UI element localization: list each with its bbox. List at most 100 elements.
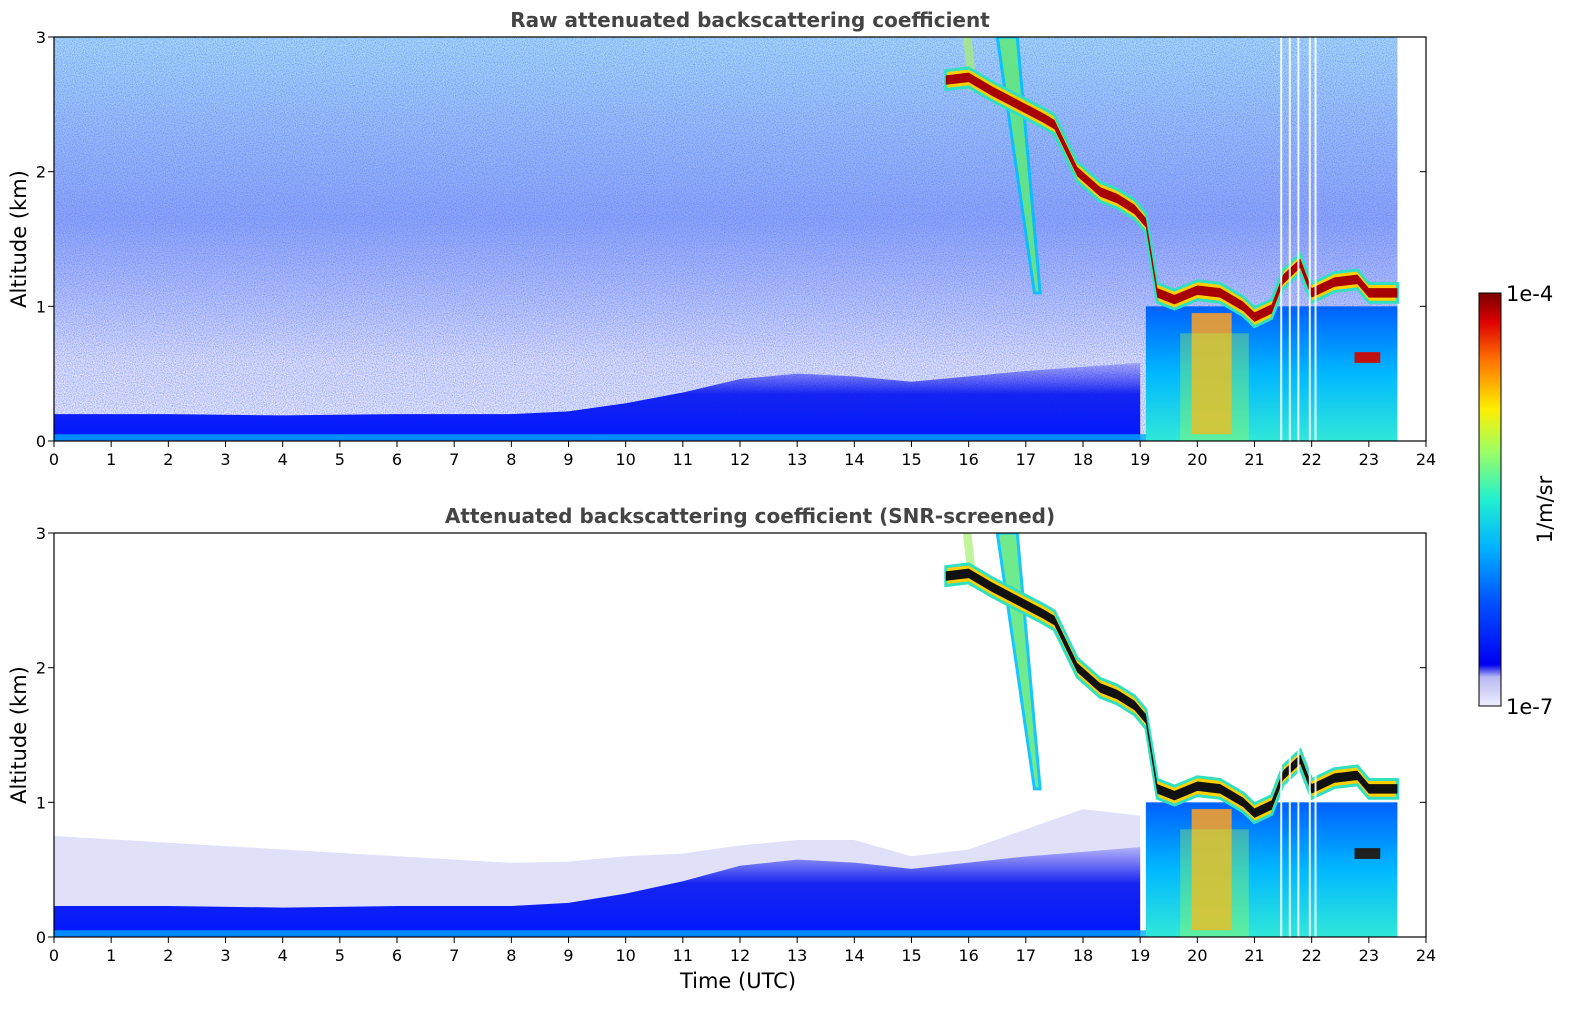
surface-layer [54, 930, 1169, 937]
x-tick-label: 24 [1416, 946, 1436, 965]
x-tick-label: 7 [449, 450, 459, 469]
x-tick-label: 18 [1073, 946, 1093, 965]
x-tick-label: 23 [1359, 450, 1379, 469]
x-tick-label: 6 [392, 450, 402, 469]
precipitation-region [1145, 802, 1398, 937]
precipitation-region [1145, 306, 1398, 441]
elevated-feature [1354, 352, 1381, 363]
precip-fringe [1180, 333, 1249, 441]
virga-streak [995, 533, 1042, 791]
x-tick-label: 5 [335, 946, 345, 965]
data-gap [1308, 533, 1311, 937]
boundary-layer [54, 847, 1141, 937]
screened-y-axis: 0 1 2 3 [36, 524, 1426, 947]
data-gap [1280, 533, 1283, 937]
y-tick-label: 3 [36, 28, 46, 47]
raw-x-axis: 0 1 2 3 4 5 6 7 8 9 10 11 12 13 14 15 16 17 18 19 20 21 22 23 24 [49, 441, 1436, 469]
x-tick-label: 8 [506, 450, 516, 469]
y-tick-label: 1 [36, 297, 46, 316]
colorbar-unit-label: 1/m/sr [1533, 475, 1557, 543]
x-tick-label: 9 [563, 946, 573, 965]
y-tick-label: 0 [36, 432, 46, 451]
data-gap [1280, 37, 1283, 441]
x-tick-label: 12 [730, 946, 750, 965]
x-tick-label: 20 [1187, 946, 1207, 965]
x-tick-label: 11 [673, 946, 693, 965]
y-tick-label: 2 [36, 659, 46, 678]
data-gap [1314, 37, 1317, 441]
y-tick-label: 0 [36, 928, 46, 947]
x-tick-label: 21 [1244, 450, 1264, 469]
x-tick-label: 10 [615, 450, 635, 469]
x-tick-label: 21 [1244, 946, 1264, 965]
precip-core [1191, 313, 1232, 435]
screened-y-axis-label: Altitude (km) [7, 666, 31, 804]
x-tick-label: 2 [163, 450, 173, 469]
colorbar-scale [1478, 292, 1502, 707]
x-tick-label: 23 [1359, 946, 1379, 965]
raw-y-axis-label: Altitude (km) [7, 170, 31, 308]
precip-core [1191, 809, 1232, 931]
x-tick-label: 13 [787, 946, 807, 965]
x-tick-label: 17 [1016, 450, 1036, 469]
data-gap [1288, 37, 1291, 441]
raw-y-axis: 0 1 2 3 [36, 28, 1426, 451]
data-gap [1297, 37, 1300, 441]
surface-layer [54, 434, 1169, 441]
x-tick-label: 10 [615, 946, 635, 965]
time-axis-label: Time (UTC) [679, 969, 796, 993]
x-tick-label: 1 [106, 450, 116, 469]
colorbar-min-label: 1e-7 [1506, 695, 1553, 719]
x-tick-label: 6 [392, 946, 402, 965]
x-tick-label: 7 [449, 946, 459, 965]
x-tick-label: 13 [787, 450, 807, 469]
x-tick-label: 15 [901, 946, 921, 965]
snr-screened-panel: Attenuated backscattering coefficient (S… [7, 504, 1436, 993]
x-tick-label: 9 [563, 450, 573, 469]
screened-x-axis: 0 1 2 3 4 5 6 7 8 9 10 11 12 13 14 15 16 17 18 19 20 21 22 23 24 [49, 937, 1436, 965]
raw-backscatter-panel: Raw attenuated backscattering coefficien… [7, 8, 1436, 469]
screened-backscatter-heatmap [54, 533, 1399, 937]
raw-panel-title: Raw attenuated backscattering coefficien… [510, 8, 990, 32]
x-tick-label: 0 [49, 946, 59, 965]
elevated-feature [1354, 848, 1381, 859]
x-tick-label: 5 [335, 450, 345, 469]
x-tick-label: 22 [1301, 450, 1321, 469]
x-tick-label: 16 [958, 946, 978, 965]
y-tick-label: 1 [36, 793, 46, 812]
cloud-layer-core [945, 568, 1398, 818]
y-tick-label: 2 [36, 163, 46, 182]
x-tick-label: 11 [673, 450, 693, 469]
x-tick-label: 20 [1187, 450, 1207, 469]
data-gap [1314, 533, 1317, 937]
boundary-layer [54, 362, 1141, 441]
x-tick-label: 17 [1016, 946, 1036, 965]
x-tick-label: 18 [1073, 450, 1093, 469]
x-tick-label: 15 [901, 450, 921, 469]
cloud-layer-core [945, 72, 1398, 322]
x-tick-label: 14 [844, 946, 864, 965]
x-tick-label: 2 [163, 946, 173, 965]
x-tick-label: 1 [106, 946, 116, 965]
data-gap [1288, 533, 1291, 937]
x-tick-label: 3 [220, 450, 230, 469]
precip-fringe [1180, 829, 1249, 937]
x-tick-label: 12 [730, 450, 750, 469]
y-tick-label: 3 [36, 524, 46, 543]
x-tick-label: 0 [49, 450, 59, 469]
screened-panel-title: Attenuated backscattering coefficient (S… [445, 504, 1055, 528]
raw-backscatter-heatmap [54, 37, 1399, 441]
data-gap [1308, 37, 1311, 441]
colorbar-max-label: 1e-4 [1506, 282, 1553, 306]
x-tick-label: 4 [278, 946, 288, 965]
x-tick-label: 8 [506, 946, 516, 965]
x-tick-label: 22 [1301, 946, 1321, 965]
x-tick-label: 19 [1130, 450, 1150, 469]
x-tick-label: 14 [844, 450, 864, 469]
x-tick-label: 19 [1130, 946, 1150, 965]
x-tick-label: 3 [220, 946, 230, 965]
data-gap [1297, 533, 1300, 937]
x-tick-label: 16 [958, 450, 978, 469]
colorbar: 1e-4 1e-7 1/m/sr [1478, 282, 1557, 719]
